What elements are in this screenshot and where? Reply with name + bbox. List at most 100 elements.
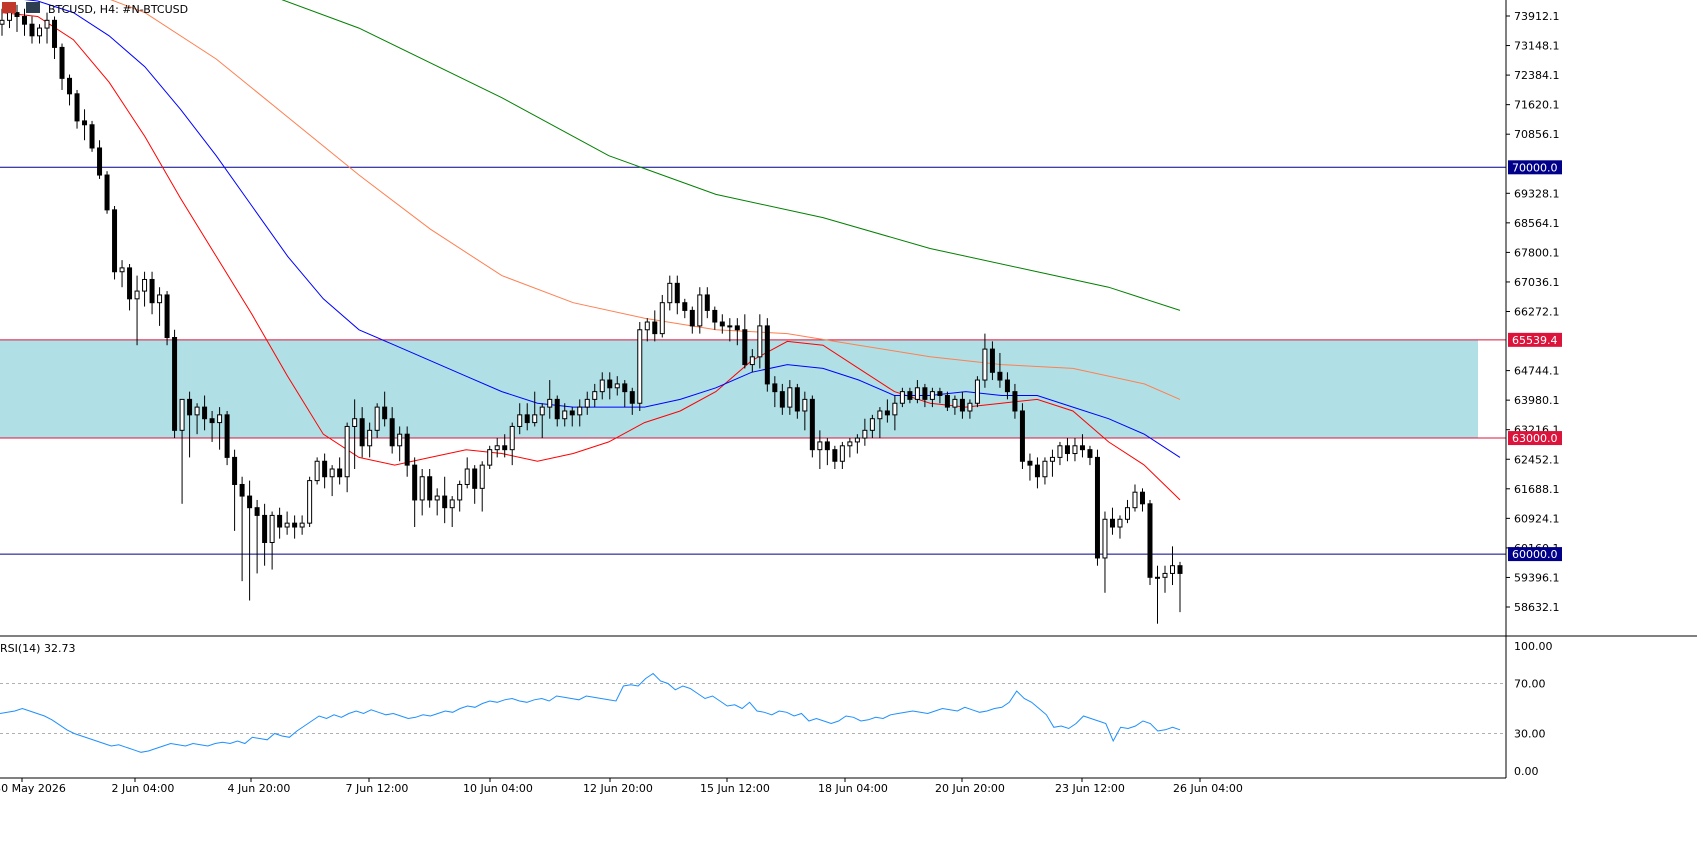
candle-body-bear: [29, 23, 35, 37]
candle: [749, 349, 755, 373]
candle-body-bear: [389, 418, 395, 447]
time-tick-label: 18 Jun 04:00: [818, 782, 888, 795]
candle: [239, 476, 245, 582]
candle-body-bull: [637, 329, 643, 404]
level-label: 60000.0: [1512, 548, 1558, 561]
price-tick-label: 73148.1: [1514, 40, 1560, 53]
level-label-box: [1508, 160, 1562, 175]
candle: [892, 395, 898, 431]
candle: [967, 399, 973, 419]
candle-body-bull: [982, 348, 988, 381]
candle-body-bull: [494, 445, 500, 451]
candle-body-bear: [674, 282, 680, 304]
candle-body-bull: [1132, 491, 1138, 509]
candle: [1057, 441, 1063, 466]
candle: [277, 507, 283, 539]
price-tick-label: 69328.1: [1514, 187, 1560, 200]
candle-body-bear: [52, 19, 58, 48]
candle: [1034, 457, 1040, 489]
candle-body-bull: [749, 356, 755, 366]
time-tick-label: 15 Jun 12:00: [700, 782, 770, 795]
candle: [802, 391, 808, 431]
time-tick-label: 2 Jun 04:00: [112, 782, 175, 795]
candle-body-bear: [89, 124, 95, 149]
candle-body-bull: [157, 294, 163, 304]
price-tick-label: 66272.1: [1514, 306, 1560, 319]
candle: [14, 4, 20, 32]
candle: [884, 399, 890, 423]
candle: [869, 414, 875, 439]
price-tick-label: 71620.1: [1514, 99, 1560, 112]
candle: [344, 422, 350, 493]
candle-body-bull: [952, 398, 958, 408]
candle: [44, 12, 50, 44]
candle-body-bear: [742, 329, 748, 366]
candle: [494, 438, 500, 458]
main-price-panel[interactable]: [0, 0, 1506, 624]
candle-body-bull: [299, 522, 305, 528]
candle: [419, 469, 425, 516]
candle: [517, 403, 523, 435]
candle-body-bear: [412, 464, 418, 501]
candle: [209, 410, 215, 442]
candle: [1102, 511, 1108, 593]
candle: [937, 387, 943, 404]
candle: [532, 391, 538, 427]
rsi-tick-label: 0.00: [1514, 765, 1539, 778]
candle: [449, 496, 455, 528]
candle-body-bull: [142, 278, 148, 292]
candle: [269, 511, 275, 570]
candle: [727, 318, 733, 342]
candle-body-bear: [187, 398, 193, 416]
candle: [134, 275, 140, 346]
candle-body-bear: [1019, 410, 1025, 462]
candle-body-bear: [989, 348, 995, 373]
candle: [899, 387, 905, 408]
candle: [464, 457, 470, 489]
candle: [599, 372, 605, 400]
candle: [164, 291, 170, 346]
candle-body-bear: [1139, 491, 1145, 505]
rsi-panel[interactable]: RSI(14) 32.73: [0, 642, 1506, 753]
candle-body-bull: [1042, 460, 1048, 478]
candle: [697, 287, 703, 334]
candle: [1109, 507, 1115, 535]
candle: [622, 380, 628, 408]
candle-body-bull: [329, 468, 335, 478]
candle-body-bull: [284, 522, 290, 528]
candle-body-bull: [119, 267, 125, 273]
candle-body-bear: [1027, 460, 1033, 466]
candle-body-bull: [697, 294, 703, 327]
candle: [1147, 499, 1153, 586]
candle: [382, 391, 388, 427]
candle-body-bear: [622, 383, 628, 393]
candle: [194, 403, 200, 435]
candle-body-bull: [307, 480, 313, 524]
candle-body-bull: [727, 325, 733, 328]
candle: [524, 403, 530, 431]
candle: [397, 426, 403, 462]
candle-body-bear: [959, 398, 965, 412]
candle-body-bear: [202, 406, 208, 420]
candle-body-bull: [1154, 576, 1160, 579]
ema-mid-line: [23, 0, 1181, 458]
rsi-tick-label: 100.00: [1514, 640, 1553, 653]
candle-body-bull: [899, 391, 905, 404]
candle: [127, 264, 133, 311]
candle: [734, 318, 740, 346]
candle-body-bull: [179, 398, 185, 431]
candle: [472, 465, 478, 504]
candle: [944, 391, 950, 411]
candle-body-bear: [359, 418, 365, 447]
candle-body-bull: [479, 464, 485, 489]
candle: [389, 407, 395, 454]
candle-body-bear: [1177, 565, 1183, 574]
candle-body-bear: [277, 514, 283, 528]
candle: [427, 469, 433, 508]
candle: [1012, 383, 1018, 419]
candle: [652, 310, 658, 342]
candle: [824, 438, 830, 466]
candle-body-bull: [847, 441, 853, 447]
level-label: 70000.0: [1512, 161, 1558, 174]
